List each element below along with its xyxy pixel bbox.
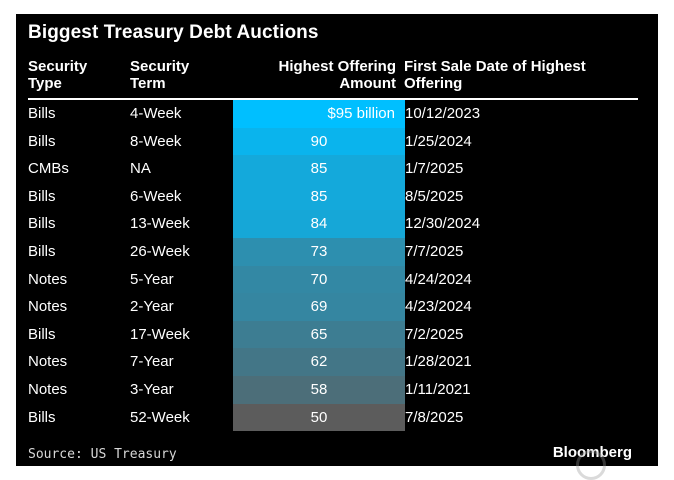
header-security-term-line2: Term (130, 75, 166, 92)
table-body: Bills 4-Week $95 billion 10/12/2023 Bills 8-W… (16, 100, 658, 432)
cell-first-sale-date: 4/23/2024 (405, 298, 472, 316)
cell-first-sale-date: 1/7/2025 (405, 160, 464, 178)
header-first-sale-date: First Sale Date of Highest Offering (404, 58, 586, 92)
cell-security-term: 13-Week (130, 215, 190, 233)
cell-offering-amount: $95 billion (233, 100, 405, 128)
table-row: Bills 17-Week 65 7/2/2025 (16, 320, 658, 349)
cell-offering-amount: 90 (233, 127, 405, 156)
cell-security-type: Bills (28, 408, 56, 426)
cell-security-type: Notes (28, 298, 68, 316)
source-note: Source: US Treasury (28, 447, 177, 462)
table-row: Notes 3-Year 58 1/11/2021 (16, 375, 658, 404)
watermark-icon (576, 450, 606, 480)
cell-first-sale-date: 7/7/2025 (405, 242, 464, 260)
header-security-type: Security Type (28, 58, 87, 92)
table-row: Bills 52-Week 50 7/8/2025 (16, 403, 658, 432)
table-row: Bills 13-Week 84 12/30/2024 (16, 210, 658, 238)
cell-offering-amount: 84 (233, 210, 405, 238)
cell-first-sale-date: 12/30/2024 (405, 215, 481, 233)
cell-security-type: CMBs (28, 160, 69, 178)
cell-offering-amount: 73 (233, 237, 405, 266)
header-divider (28, 98, 638, 100)
cell-offering-amount: 50 (233, 403, 405, 432)
cell-first-sale-date: 1/11/2021 (405, 380, 471, 398)
cell-first-sale-date: 1/28/2021 (405, 353, 472, 371)
cell-offering-amount: 69 (233, 293, 405, 321)
table-row: Bills 4-Week $95 billion 10/12/2023 (16, 100, 658, 128)
cell-security-type: Bills (28, 105, 56, 122)
cell-security-type: Notes (28, 380, 68, 398)
cell-first-sale-date: 7/8/2025 (405, 408, 464, 426)
table-row: Notes 5-Year 70 4/24/2024 (16, 265, 658, 294)
header-offering-amount-line1: Highest Offering (278, 58, 396, 75)
cell-security-term: 5-Year (130, 270, 174, 288)
cell-first-sale-date: 8/5/2025 (405, 187, 464, 205)
cell-offering-amount: 85 (233, 155, 405, 183)
cell-security-term: 52-Week (130, 408, 190, 426)
cell-security-type: Notes (28, 270, 68, 288)
header-offering-amount-line2: Amount (339, 75, 396, 92)
cell-first-sale-date: 7/2/2025 (405, 325, 464, 343)
chart-card: Biggest Treasury Debt Auctions Security … (16, 14, 658, 480)
cell-security-term: 17-Week (130, 325, 190, 343)
cell-first-sale-date: 1/25/2024 (405, 132, 472, 150)
table-row: Bills 8-Week 90 1/25/2024 (16, 127, 658, 156)
cell-security-term: 26-Week (130, 242, 190, 260)
cell-security-type: Bills (28, 242, 56, 260)
cell-offering-amount: 70 (233, 265, 405, 294)
cell-offering-amount: 65 (233, 320, 405, 349)
cell-security-term: 7-Year (130, 353, 174, 371)
cell-security-term: 2-Year (130, 298, 174, 316)
cell-security-term: NA (130, 160, 151, 178)
cell-security-type: Notes (28, 353, 68, 371)
cell-security-term: 4-Week (130, 105, 182, 122)
cell-first-sale-date: 10/12/2023 (405, 105, 481, 122)
cell-security-type: Bills (28, 325, 56, 343)
header-offering-amount: Highest Offering Amount (256, 58, 396, 92)
table-row: Bills 6-Week 85 8/5/2025 (16, 182, 658, 211)
cell-security-term: 3-Year (130, 380, 174, 398)
cell-security-type: Bills (28, 187, 56, 205)
table-row: Notes 7-Year 62 1/28/2021 (16, 348, 658, 376)
cell-first-sale-date: 4/24/2024 (405, 270, 472, 288)
cell-security-type: Bills (28, 215, 56, 233)
cell-security-type: Bills (28, 132, 56, 150)
cell-offering-amount: 58 (233, 375, 405, 404)
header-security-term-line1: Security (130, 58, 190, 75)
cell-offering-amount: 62 (233, 348, 405, 376)
header-first-sale-date-line2: Offering (404, 75, 463, 92)
table-row: Notes 2-Year 69 4/23/2024 (16, 293, 658, 321)
header-first-sale-date-line1: First Sale Date of Highest (404, 58, 586, 75)
cell-security-term: 6-Week (130, 187, 182, 205)
header-security-type-line1: Security (28, 58, 88, 75)
chart-title: Biggest Treasury Debt Auctions (28, 22, 319, 43)
table-row: CMBs NA 85 1/7/2025 (16, 155, 658, 183)
cell-security-term: 8-Week (130, 132, 182, 150)
table-row: Bills 26-Week 73 7/7/2025 (16, 237, 658, 266)
header-security-type-line2: Type (28, 75, 62, 92)
header-security-term: Security Term (130, 58, 189, 92)
cell-offering-amount: 85 (233, 182, 405, 211)
